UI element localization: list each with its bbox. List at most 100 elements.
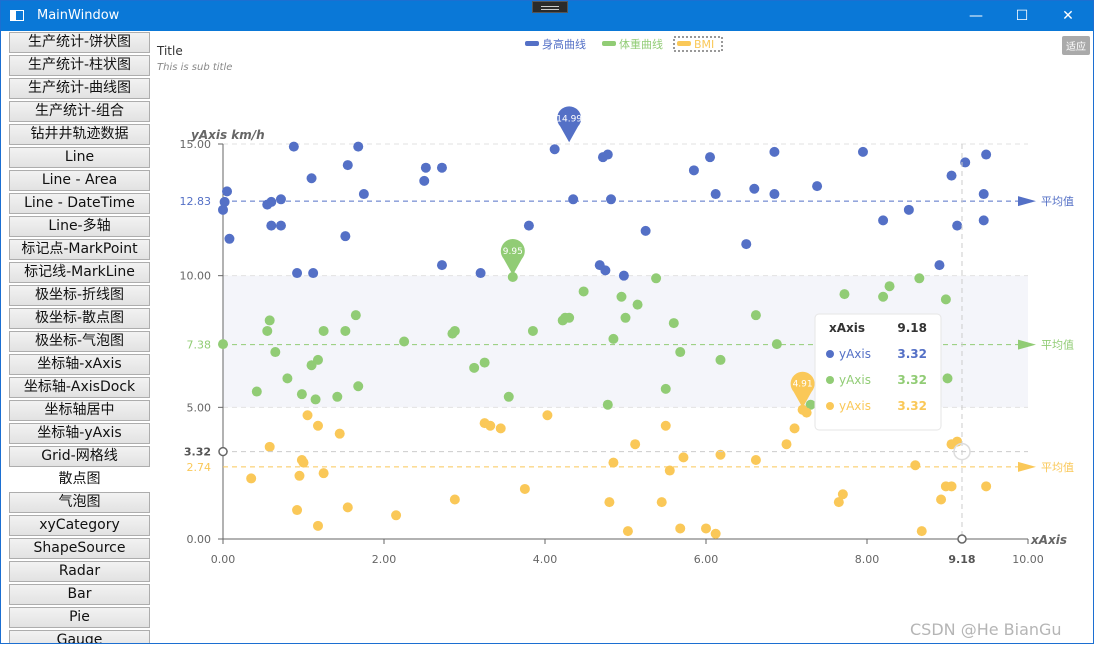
scatter-point[interactable] bbox=[218, 204, 228, 215]
sidebar-item[interactable]: Bar bbox=[9, 584, 150, 605]
scatter-point[interactable] bbox=[350, 310, 361, 321]
sidebar-item[interactable]: xyCategory bbox=[9, 515, 150, 536]
scatter-point[interactable] bbox=[701, 523, 711, 534]
scatter-point[interactable] bbox=[266, 220, 277, 231]
scatter-point[interactable] bbox=[419, 175, 430, 186]
scatter-point[interactable] bbox=[298, 457, 309, 468]
max-point-pin[interactable] bbox=[500, 239, 525, 275]
sidebar-item[interactable]: 散点图 bbox=[9, 469, 150, 490]
scatter-point[interactable] bbox=[781, 439, 792, 450]
scatter-point[interactable] bbox=[602, 149, 613, 160]
scatter-point[interactable] bbox=[312, 420, 323, 431]
scatter-point[interactable] bbox=[656, 497, 667, 508]
scatter-point[interactable] bbox=[302, 410, 313, 421]
sidebar-item[interactable]: Pie bbox=[9, 607, 150, 628]
sidebar-item[interactable]: 极坐标-气泡图 bbox=[9, 331, 150, 352]
scatter-point[interactable] bbox=[342, 160, 353, 171]
scatter-point[interactable] bbox=[878, 215, 889, 226]
scatter-point[interactable] bbox=[741, 239, 752, 250]
scatter-point[interactable] bbox=[358, 189, 369, 200]
scatter-point[interactable] bbox=[294, 470, 305, 481]
legend-swatch[interactable] bbox=[677, 41, 691, 46]
scatter-point[interactable] bbox=[630, 439, 641, 450]
close-button[interactable]: ✕ bbox=[1062, 8, 1074, 24]
sidebar-item[interactable]: 钻井井轨迹数据 bbox=[9, 124, 150, 145]
scatter-point[interactable] bbox=[618, 270, 629, 281]
sidebar-item[interactable]: 坐标轴居中 bbox=[9, 400, 150, 421]
scatter-point[interactable] bbox=[936, 494, 947, 505]
max-point-pin[interactable] bbox=[557, 106, 582, 143]
scatter-point[interactable] bbox=[660, 383, 671, 394]
scatter-point[interactable] bbox=[688, 165, 699, 176]
legend-item[interactable]: 体重曲线 bbox=[619, 37, 663, 51]
sidebar-item[interactable]: 生产统计-柱状图 bbox=[9, 55, 150, 76]
scatter-point[interactable] bbox=[275, 220, 286, 231]
scatter-point[interactable] bbox=[749, 183, 760, 194]
scatter-point[interactable] bbox=[608, 333, 619, 344]
scatter-point[interactable] bbox=[878, 291, 889, 302]
scatter-point[interactable] bbox=[334, 428, 345, 439]
scatter-point[interactable] bbox=[632, 299, 643, 310]
sidebar-item[interactable]: 标记线-MarkLine bbox=[9, 262, 150, 283]
sidebar-item[interactable]: Grid-网格线 bbox=[9, 446, 150, 467]
scatter-point[interactable] bbox=[942, 373, 953, 384]
scatter-point[interactable] bbox=[549, 144, 560, 155]
scatter-point[interactable] bbox=[981, 149, 992, 160]
scatter-point[interactable] bbox=[789, 423, 800, 434]
adapt-button[interactable] bbox=[1062, 36, 1090, 55]
scatter-point[interactable] bbox=[264, 315, 275, 326]
scatter-point[interactable] bbox=[668, 318, 679, 329]
scatter-point[interactable] bbox=[884, 281, 895, 292]
scatter-point[interactable] bbox=[318, 325, 329, 336]
sidebar-item[interactable]: Gauge bbox=[9, 630, 150, 643]
scatter-point[interactable] bbox=[519, 483, 530, 494]
scatter-point[interactable] bbox=[288, 141, 299, 152]
scatter-point[interactable] bbox=[805, 399, 816, 410]
scatter-point[interactable] bbox=[342, 502, 353, 513]
scatter-point[interactable] bbox=[978, 189, 989, 200]
scatter-point[interactable] bbox=[340, 325, 351, 336]
scatter-point[interactable] bbox=[978, 215, 989, 226]
scatter-point[interactable] bbox=[910, 460, 921, 471]
scatter-point[interactable] bbox=[264, 441, 275, 452]
scatter-point[interactable] bbox=[857, 146, 868, 157]
scatter-point[interactable] bbox=[495, 423, 506, 434]
scatter-point[interactable] bbox=[771, 339, 782, 350]
scatter-point[interactable] bbox=[715, 354, 726, 365]
sidebar-item[interactable]: 生产统计-曲线图 bbox=[9, 78, 150, 99]
scatter-point[interactable] bbox=[568, 194, 579, 205]
sidebar-item[interactable]: 极坐标-散点图 bbox=[9, 308, 150, 329]
scatter-point[interactable] bbox=[292, 505, 303, 516]
scatter-point[interactable] bbox=[479, 357, 490, 368]
scatter-point[interactable] bbox=[318, 468, 329, 479]
scatter-point[interactable] bbox=[262, 325, 273, 336]
scatter-point[interactable] bbox=[750, 310, 761, 321]
scatter-point[interactable] bbox=[420, 162, 431, 173]
sidebar-item[interactable]: 坐标轴-xAxis bbox=[9, 354, 150, 375]
scatter-point[interactable] bbox=[664, 465, 675, 476]
scatter-point[interactable] bbox=[678, 452, 689, 463]
crosshair-y-handle[interactable] bbox=[218, 446, 228, 457]
scatter-point[interactable] bbox=[715, 449, 726, 460]
scatter-point[interactable] bbox=[769, 189, 780, 200]
scatter-point[interactable] bbox=[246, 473, 257, 484]
sidebar-item[interactable]: 坐标轴-yAxis bbox=[9, 423, 150, 444]
scatter-point[interactable] bbox=[801, 407, 812, 418]
scatter-point[interactable] bbox=[219, 196, 230, 207]
sidebar-item[interactable]: 生产统计-饼状图 bbox=[9, 32, 150, 53]
scatter-point[interactable] bbox=[812, 181, 823, 192]
crosshair-x-handle[interactable] bbox=[957, 534, 967, 544]
sidebar-item[interactable]: Line-多轴 bbox=[9, 216, 150, 237]
scatter-point[interactable] bbox=[312, 354, 323, 365]
scatter-point[interactable] bbox=[750, 455, 761, 465]
scatter-chart[interactable]: 0.00 5.00 10.00 15.00 0.00 2.00 4.00 6.00 8.00 10… bbox=[151, 32, 1093, 643]
scatter-point[interactable] bbox=[436, 162, 447, 173]
scatter-point[interactable] bbox=[270, 347, 281, 358]
scatter-point[interactable] bbox=[946, 481, 957, 492]
scatter-point[interactable] bbox=[952, 220, 963, 231]
scatter-point[interactable] bbox=[527, 325, 538, 336]
scatter-point[interactable] bbox=[960, 157, 971, 168]
legend-swatch[interactable] bbox=[602, 41, 616, 46]
scatter-point[interactable] bbox=[353, 381, 364, 392]
scatter-point[interactable] bbox=[306, 173, 317, 184]
